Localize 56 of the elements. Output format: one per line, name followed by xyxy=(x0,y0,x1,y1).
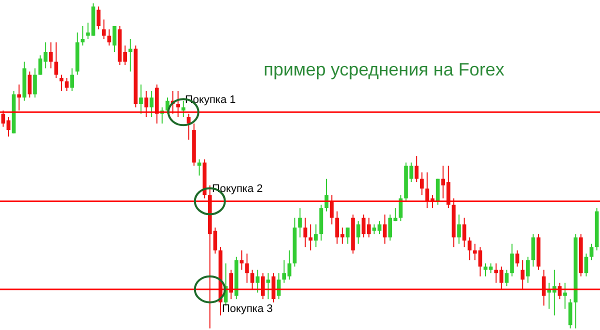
candlestick xyxy=(568,298,572,329)
candlestick xyxy=(112,26,116,53)
candlestick xyxy=(330,194,334,225)
candlestick xyxy=(197,158,202,176)
candlestick xyxy=(181,100,186,118)
candlestick xyxy=(515,250,520,268)
candlestick xyxy=(107,28,112,46)
candlestick xyxy=(303,217,308,248)
candlestick xyxy=(240,250,244,270)
candlestick xyxy=(102,19,106,40)
candlestick xyxy=(260,272,265,300)
candlestick xyxy=(229,269,233,300)
candlestick xyxy=(139,84,143,114)
ref-line-label: Покупка 1 xyxy=(185,94,236,106)
candlestick xyxy=(504,269,509,287)
candlestick xyxy=(80,26,85,46)
candlestick xyxy=(150,90,154,118)
candlestick xyxy=(176,90,180,118)
candlestick xyxy=(60,74,64,92)
candlestick xyxy=(526,256,530,284)
candlestick xyxy=(531,234,536,268)
candlestick xyxy=(462,217,466,248)
ref-line-label: Покупка 2 xyxy=(212,183,263,195)
candlestick xyxy=(414,156,419,183)
candlestick xyxy=(144,90,148,118)
candlestick xyxy=(382,214,387,244)
candlestick xyxy=(298,208,302,238)
text: пример усреднения на Forex xyxy=(264,60,504,80)
ref-line-label: Покупка 3 xyxy=(222,303,273,315)
candlestick xyxy=(563,282,567,310)
candlestick xyxy=(70,68,74,92)
candlestick xyxy=(256,269,260,294)
candlestick xyxy=(457,214,461,244)
candlestick xyxy=(314,224,318,248)
candlestick xyxy=(590,243,594,261)
candlestick xyxy=(28,71,32,98)
candlestick xyxy=(17,84,21,112)
candlestick xyxy=(128,38,132,72)
candlestick xyxy=(245,253,249,284)
candlestick xyxy=(250,269,254,290)
candlestick xyxy=(356,220,360,244)
candlestick xyxy=(54,42,58,79)
candlestick xyxy=(324,178,328,212)
candlestick xyxy=(510,243,514,277)
candlestick xyxy=(96,6,100,30)
candlestick xyxy=(468,236,472,261)
candlestick xyxy=(272,272,276,303)
candlestick xyxy=(33,68,37,98)
candlestick xyxy=(266,272,270,300)
candlestick xyxy=(64,78,69,92)
candlestick xyxy=(420,172,424,196)
candlestick xyxy=(584,253,588,277)
candlestick xyxy=(520,260,525,290)
candlestick xyxy=(308,224,313,251)
candlestick xyxy=(48,42,53,69)
candlestick xyxy=(346,227,350,244)
